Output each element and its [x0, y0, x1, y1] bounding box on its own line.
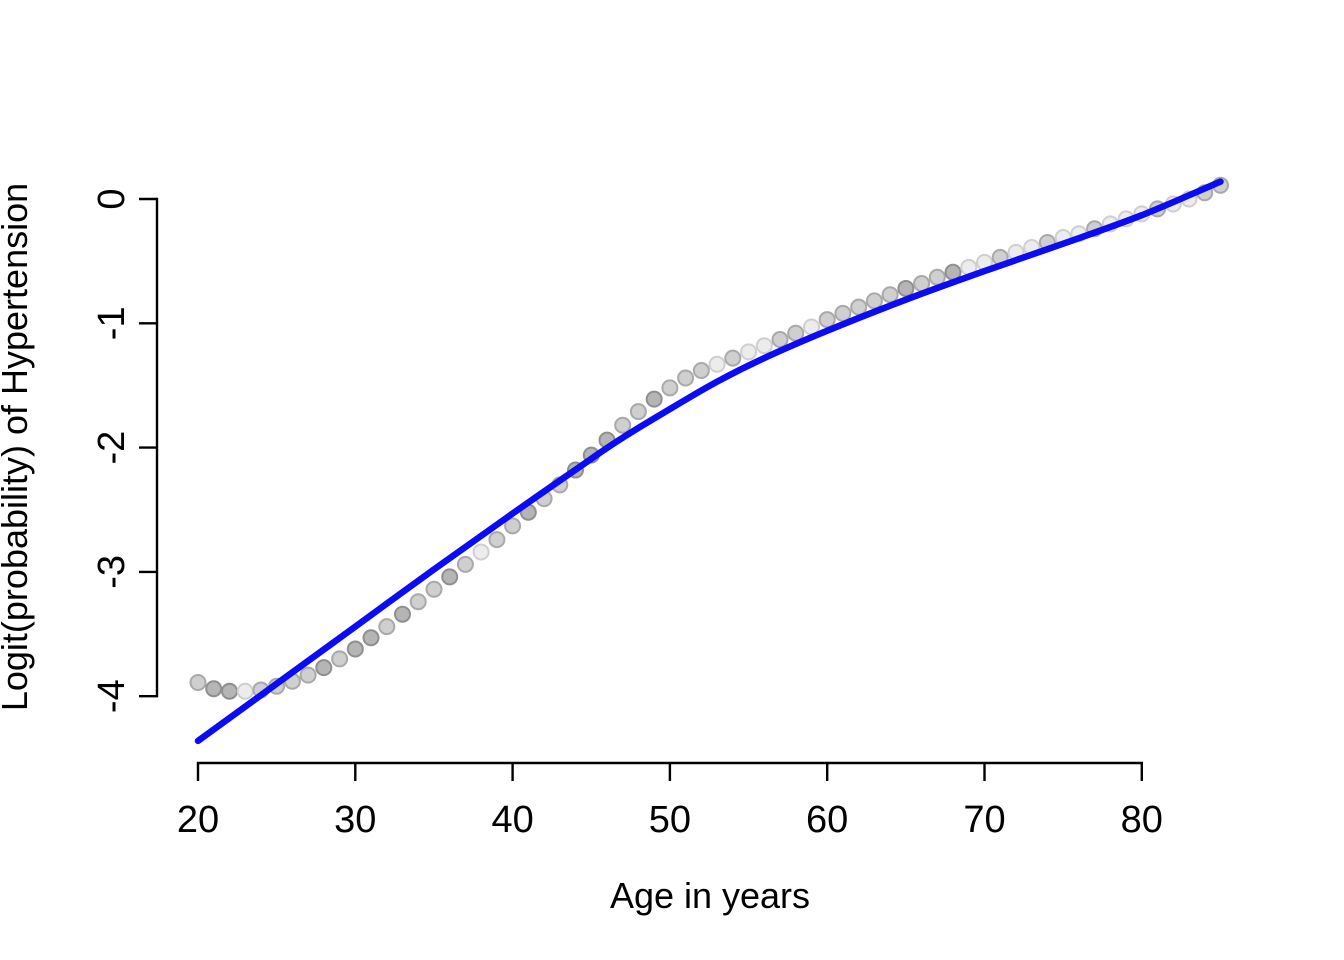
data-point: [362, 629, 380, 647]
data-point: [897, 280, 915, 297]
x-tick-label: 50: [649, 799, 691, 841]
data-point: [692, 362, 710, 379]
y-tick-label: -1: [91, 306, 133, 340]
data-point: [425, 580, 443, 598]
data-point: [409, 593, 427, 611]
x-tick-label: 20: [177, 799, 219, 841]
data-point: [488, 531, 506, 549]
x-tick-label: 70: [963, 799, 1005, 841]
data-point: [708, 355, 726, 373]
data-point: [645, 390, 663, 408]
x-tick-label: 60: [806, 799, 848, 841]
data-point: [724, 349, 742, 367]
data-point: [299, 666, 317, 684]
data-point: [928, 268, 946, 286]
data-point: [755, 337, 773, 355]
data-point: [331, 650, 349, 668]
scatter-points-layer: [189, 176, 1229, 700]
fitted-line: [194, 178, 1224, 745]
x-tick-label: 30: [334, 799, 376, 841]
data-point: [205, 680, 223, 698]
data-point: [740, 343, 758, 361]
data-point: [221, 682, 238, 700]
data-point: [472, 543, 490, 561]
y-axis: 0 -1 -2 -3 -4: [91, 188, 159, 713]
data-point: [771, 331, 789, 348]
x-tick-label: 80: [1121, 799, 1163, 841]
data-point: [378, 618, 396, 636]
data-point: [834, 304, 852, 322]
data-point: [881, 286, 899, 304]
x-tick-label: 40: [491, 799, 533, 841]
data-point: [441, 568, 459, 586]
data-point: [661, 379, 679, 397]
y-tick-label: -3: [91, 555, 133, 589]
data-point: [677, 369, 695, 387]
data-point: [189, 674, 207, 691]
data-point: [504, 517, 522, 535]
data-point: [865, 292, 883, 310]
data-point: [346, 640, 364, 658]
data-point: [456, 555, 474, 573]
data-point: [818, 311, 836, 329]
data-point: [614, 416, 632, 434]
data-point: [315, 659, 333, 677]
data-point: [236, 682, 254, 700]
y-tick-label: -4: [91, 679, 133, 713]
data-point: [394, 605, 411, 623]
y-tick-label: -2: [91, 431, 133, 465]
data-point: [850, 298, 868, 316]
x-axis-title: Age in years: [610, 875, 810, 916]
y-axis-title: Logit(probability) of Hypertension: [0, 183, 35, 711]
y-tick-label: 0: [91, 188, 133, 209]
x-axis: 20 30 40 50 60 70 80: [177, 761, 1163, 841]
data-point: [629, 403, 647, 421]
